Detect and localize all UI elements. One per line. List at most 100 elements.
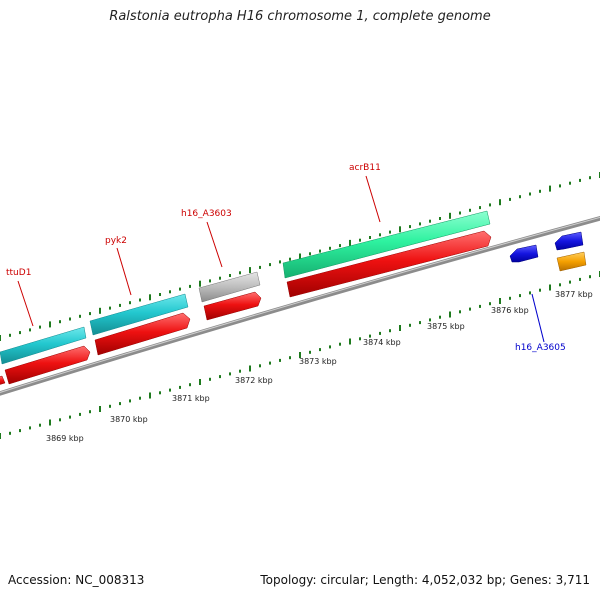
map-title: Ralstonia eutropha H16 chromosome 1, com… [109,9,491,24]
ruler-minor-tick [389,230,391,234]
ruler-minor-tick [379,331,381,335]
chromosome-backbone-highlight [0,216,600,393]
ruler-minor-tick [179,385,181,389]
ruler-minor-tick [159,293,161,296]
ruler-minor-tick [269,263,271,267]
genome-summary-text: Topology: circular; Length: 4,052,032 bp… [260,573,590,587]
ruler-major-tick [99,307,101,314]
label-pyk2: pyk2 [105,236,127,246]
ruler-minor-tick [169,290,171,294]
ruler-major-tick [549,185,551,192]
label-h16_A3603: h16_A3603 [181,209,232,219]
ruler-minor-tick [169,388,171,392]
ruler-label-3870: 3870 kbp [110,415,148,424]
ruler-minor-tick [259,364,261,368]
ruler-minor-tick [89,410,91,414]
ruler-minor-tick [289,356,291,360]
ruler-minor-tick [129,399,131,403]
ruler-minor-tick [79,412,81,416]
ruler-minor-tick [559,283,561,287]
ruler-minor-tick [239,369,241,373]
ruler-minor-tick [259,265,261,269]
ruler-minor-tick [429,219,431,223]
ruler-label-3873: 3873 kbp [299,357,337,366]
ruler-minor-tick [119,402,121,406]
cds-acrB11-arrow[interactable] [286,230,492,298]
ruler-minor-tick [109,306,111,310]
ruler-minor-tick [69,317,71,321]
ruler-minor-tick [319,249,321,253]
ruler-minor-tick [179,287,181,291]
cds-h16_A3603-arrow[interactable] [203,291,262,321]
ruler-minor-tick [269,361,271,365]
ruler-minor-tick [579,178,581,182]
ruler-minor-tick [119,303,121,307]
chromosome-backbone [0,216,600,396]
ruler-minor-tick [359,337,361,341]
ruler-minor-tick [139,396,141,400]
ruler-minor-tick [509,197,511,201]
ruler-minor-tick [539,189,541,193]
ruler-minor-tick [369,236,371,239]
ruler-minor-tick [59,320,61,324]
ruler-minor-tick [409,225,411,229]
ruler-minor-tick [569,280,571,284]
ruler-minor-tick [9,333,11,337]
ruler-minor-tick [79,314,81,318]
ruler-minor-tick [9,431,11,435]
ruler-minor-tick [459,310,461,314]
ruler-minor-tick [189,383,191,387]
leader-h16_A3605 [531,293,545,343]
ruler-minor-tick [519,195,521,199]
ruler-minor-tick [489,203,491,207]
gene-h16_A3605-arrow[interactable] [509,244,539,263]
ruler-minor-tick [479,304,481,308]
ruler-major-tick [249,267,251,274]
inner-ruler-ticks [0,271,600,439]
ruler-minor-tick [589,176,591,180]
leader-pyk2 [116,247,132,296]
ruler-major-tick [449,212,451,219]
ruler-major-tick [499,298,501,304]
gene-acrB11-bar[interactable] [282,210,491,279]
cds-left-edge-arrow[interactable] [0,375,6,386]
ruler-minor-tick [389,329,391,333]
ruler-minor-tick [339,244,341,248]
gene-right-orange-bar[interactable] [556,251,587,272]
ruler-label-3872: 3872 kbp [235,376,273,385]
gene-pyk2-bar[interactable] [89,293,189,336]
ruler-label-3874: 3874 kbp [363,338,401,347]
ruler-minor-tick [139,298,141,302]
leader-acrB11 [365,175,381,223]
label-h16_A3605: h16_A3605 [515,343,566,353]
ruler-label-3876: 3876 kbp [491,306,529,315]
ruler-major-tick [49,419,51,426]
ruler-minor-tick [529,192,531,196]
ruler-minor-tick [479,206,481,210]
cds-ttuD1-arrow[interactable] [4,345,91,385]
ruler-minor-tick [229,372,231,376]
ruler-minor-tick [239,271,241,275]
ruler-minor-tick [469,307,471,311]
gene-h16_A3603-bar[interactable] [198,271,261,303]
ruler-minor-tick [579,277,581,281]
gene-right-blue-arrow[interactable] [554,231,584,251]
ruler-minor-tick [379,233,381,237]
ruler-minor-tick [369,334,371,338]
ruler-major-tick [349,239,351,246]
ruler-minor-tick [189,284,191,288]
ruler-minor-tick [559,184,561,188]
ruler-minor-tick [209,279,211,283]
gene-ttuD1-bar[interactable] [0,326,87,365]
ruler-minor-tick [229,274,231,277]
ruler-minor-tick [529,291,531,295]
ruler-minor-tick [279,358,281,362]
label-ttuD1: ttuD1 [6,268,31,278]
ruler-minor-tick [409,323,411,327]
ruler-minor-tick [19,331,21,335]
ruler-minor-tick [329,246,331,250]
ruler-minor-tick [29,328,31,332]
ruler-label-3871: 3871 kbp [172,394,210,403]
ruler-minor-tick [329,345,331,349]
cds-pyk2-arrow[interactable] [94,312,191,356]
